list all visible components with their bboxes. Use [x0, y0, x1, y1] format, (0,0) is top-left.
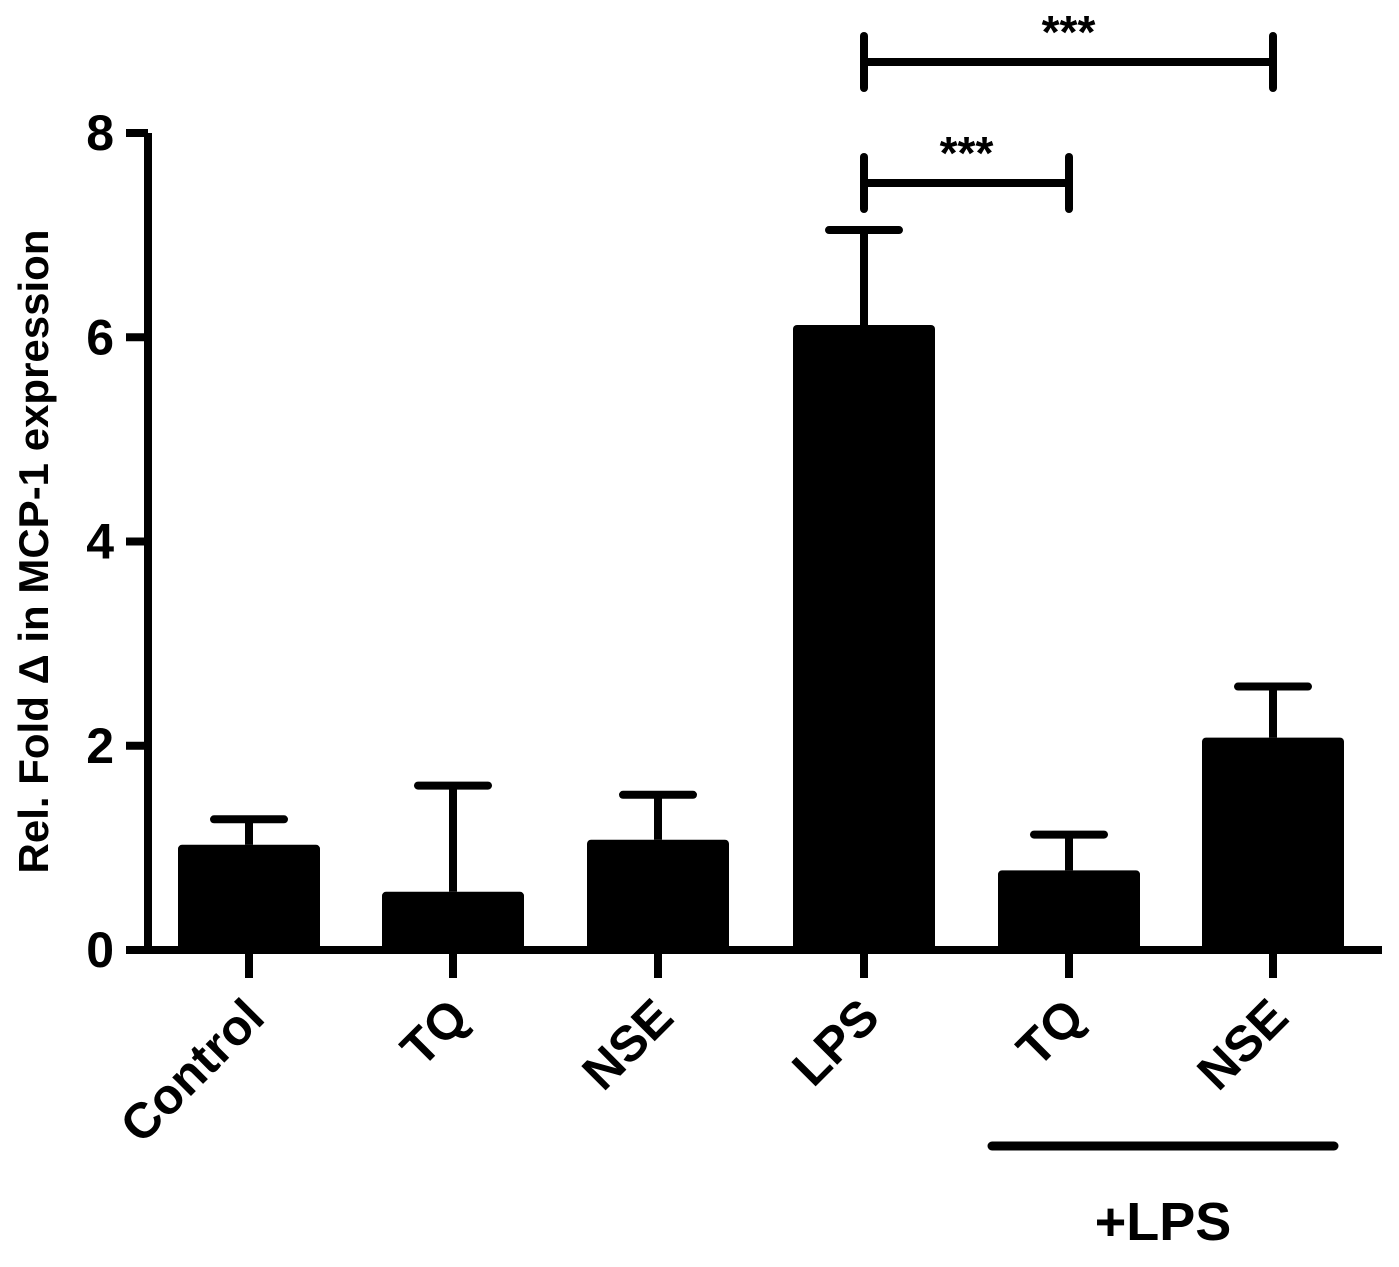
bar-tq-4 [998, 870, 1140, 950]
x-category-label: NSE [1186, 988, 1298, 1100]
y-tick-label: 8 [86, 105, 114, 161]
x-category-label: TQ [390, 988, 479, 1077]
bar-lps-3 [793, 324, 935, 950]
y-tick-label: 4 [86, 514, 114, 570]
y-axis-title: Rel. Fold Δ in MCP-1 expression [10, 230, 57, 874]
labels: 0 2 4 6 8 Rel. Fold Δ in MCP-1 expression Cont… [10, 6, 1299, 1252]
bar-control-0 [178, 844, 320, 950]
significance-label: *** [940, 127, 994, 179]
error-bars [210, 226, 1312, 892]
y-tick-label: 0 [86, 922, 114, 978]
y-tick-label: 2 [86, 718, 114, 774]
significance-label: *** [1042, 6, 1096, 58]
x-category-label: Control [110, 988, 275, 1153]
significance-brackets [860, 32, 1339, 1151]
y-tick-label: 6 [86, 309, 114, 365]
bars [178, 324, 1344, 950]
x-category-label: NSE [571, 988, 683, 1100]
x-category-label: TQ [1006, 988, 1095, 1077]
bar-nse-5 [1202, 737, 1344, 950]
x-category-label: LPS [781, 988, 889, 1096]
axes [126, 129, 1382, 978]
bar-nse-2 [587, 839, 729, 950]
group-bracket-label: +LPS [1095, 1192, 1232, 1252]
bar-tq-1 [382, 891, 524, 950]
